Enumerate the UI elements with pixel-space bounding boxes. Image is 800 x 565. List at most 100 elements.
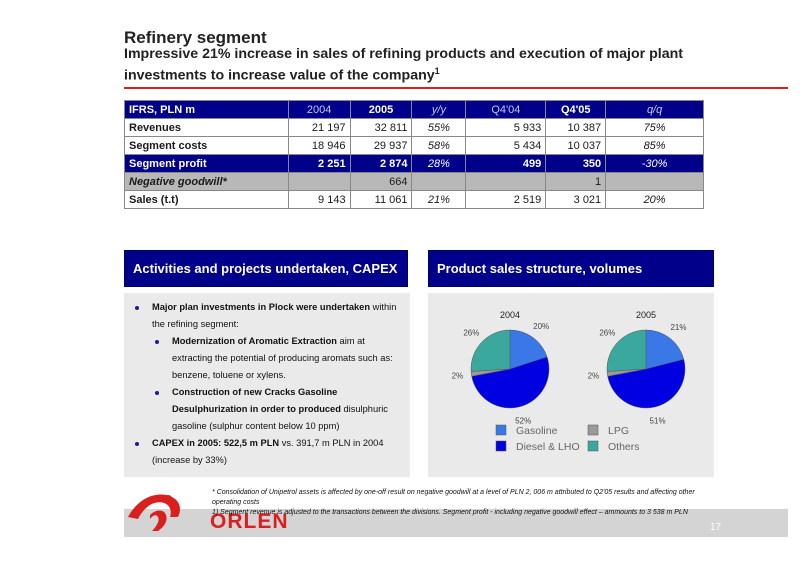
table-header-row: IFRS, PLN m 2004 2005 y/y Q4'04 Q4'05 q/…	[124, 100, 704, 119]
cell-2005: 29 937	[349, 136, 413, 155]
column-header: Q4'05	[545, 100, 607, 119]
cell-qq	[605, 172, 704, 191]
legend-swatch	[587, 440, 599, 452]
item-bold: Construction of new Cracks Gasoline Desu…	[172, 387, 341, 414]
legend-label: LPG	[608, 425, 629, 437]
cell-qq: -30%	[605, 154, 704, 173]
list-item: Major plan investments in Plock were und…	[132, 299, 402, 435]
item-bold: Major plan investments in Plock were und…	[152, 302, 371, 312]
pie-slice-diesel-lho	[607, 358, 686, 409]
item-text: vs. 391,7 m PLN in 2004 (increase by 33%…	[152, 438, 384, 465]
row-label: Sales (t.t)	[124, 190, 289, 209]
cell-2005: 32 811	[349, 118, 413, 137]
cell-q404	[465, 172, 547, 191]
page-subtitle: Impressive 21% increase in sales of refi…	[124, 46, 724, 85]
table-row: Segment costs 18 946 29 937 58% 5 434 10…	[124, 136, 704, 155]
legend-label: Others	[608, 441, 640, 453]
cell-q404: 2 519	[465, 190, 547, 209]
pie-chart-panel: 2004 20% 52% 2% 26% 2005 21% 51% 2% 26% Gasoline LP…	[428, 293, 714, 477]
cell-q404: 499	[465, 154, 547, 173]
cell-q405: 10 387	[545, 118, 607, 137]
footnote-one: 1) Segment revenue is adjusted to the tr…	[212, 509, 688, 516]
pie-data-label: 20%	[533, 322, 549, 331]
pie-data-label: 2%	[588, 372, 600, 381]
cell-2005: 2 874	[349, 154, 413, 173]
cell-yy: 21%	[411, 190, 467, 209]
item-bold: Modernization of Aromatic Extraction	[172, 336, 337, 346]
item-text: within the refining segment:	[152, 302, 397, 329]
orlen-logo-icon	[128, 494, 180, 531]
orlen-logo-text: ORLEN	[210, 510, 289, 533]
table-row-segment-profit: Segment profit 2 251 2 874 28% 499 350 -…	[124, 154, 704, 173]
pie-slice-diesel-lho	[471, 356, 550, 409]
cell-qq: 20%	[605, 190, 704, 209]
products-heading: Product sales structure, volumes	[428, 250, 714, 287]
cell-q405: 350	[545, 154, 607, 173]
cell-2005: 11 061	[349, 190, 413, 209]
column-header: q/q	[605, 100, 704, 119]
pie-charts: 2004 20% 52% 2% 26% 2005 21% 51% 2% 26% Gasoline LP…	[452, 310, 687, 453]
list-item: CAPEX in 2005: 522,5 m PLN vs. 391,7 m P…	[132, 435, 402, 469]
cell-q405: 3 021	[545, 190, 607, 209]
table-row-negative-goodwill: Negative goodwill* 664 1	[124, 172, 704, 191]
pie-title: 2004	[500, 310, 520, 320]
legend-label: Gasoline	[516, 425, 558, 437]
footer-band	[124, 509, 788, 537]
column-header: 2004	[287, 100, 351, 119]
cell-2004: 2 251	[287, 154, 351, 173]
cell-q404: 5 434	[465, 136, 547, 155]
pie-slice-gasoline	[509, 329, 548, 370]
legend-swatch	[495, 440, 507, 452]
pie-data-label: 21%	[670, 323, 686, 332]
cell-2004: 9 143	[287, 190, 351, 209]
item-bold: CAPEX in 2005: 522,5 m PLN	[152, 438, 280, 448]
column-header: 2005	[349, 100, 413, 119]
column-header: IFRS, PLN m	[124, 100, 289, 119]
legend-swatch	[587, 424, 599, 436]
financial-table: IFRS, PLN m 2004 2005 y/y Q4'04 Q4'05 q/…	[124, 100, 704, 209]
cell-2005: 664	[349, 172, 413, 191]
pie-data-label: 26%	[463, 329, 479, 338]
column-header: y/y	[411, 100, 467, 119]
activities-panel: Major plan investments in Plock were und…	[124, 293, 410, 477]
cell-yy: 55%	[411, 118, 467, 137]
title-divider	[124, 87, 788, 89]
pie-slice-gasoline	[645, 329, 685, 370]
cell-yy: 28%	[411, 154, 467, 173]
table-row: Revenues 21 197 32 811 55% 5 933 10 387 …	[124, 118, 704, 137]
column-header: Q4'04	[465, 100, 547, 119]
subtitle-text: Impressive 21% increase in sales of refi…	[124, 46, 683, 84]
pie-title: 2005	[636, 310, 656, 320]
page-number: 17	[710, 522, 722, 533]
cell-yy	[411, 172, 467, 191]
item-text: aim at extracting the potential of produ…	[172, 336, 393, 380]
sub-list-item: Modernization of Aromatic Extraction aim…	[152, 333, 402, 384]
cell-2004: 21 197	[287, 118, 351, 137]
row-label: Segment profit	[124, 154, 289, 173]
legend-swatch	[495, 424, 507, 436]
cell-qq: 75%	[605, 118, 704, 137]
table-row: Sales (t.t) 9 143 11 061 21% 2 519 3 021…	[124, 190, 704, 209]
cell-2004: 18 946	[287, 136, 351, 155]
cell-q405: 10 037	[545, 136, 607, 155]
legend-label: Diesel & LHO	[516, 441, 580, 453]
pie-slice-others	[606, 329, 647, 372]
cell-q405: 1	[545, 172, 607, 191]
row-label: Segment costs	[124, 136, 289, 155]
pie-data-label: 26%	[599, 329, 615, 338]
cell-yy: 58%	[411, 136, 467, 155]
cell-2004	[287, 172, 351, 191]
footnotes: * Consolidation of Unipetrol assets is a…	[212, 488, 712, 518]
row-label: Revenues	[124, 118, 289, 137]
pie-data-label: 2%	[452, 372, 464, 381]
cell-qq: 85%	[605, 136, 704, 155]
pie-slice-others	[470, 329, 511, 372]
subtitle-footnote-mark: 1	[434, 66, 440, 76]
pie-data-label: 51%	[650, 417, 666, 426]
item-text: disulphuric gasoline (sulphur content be…	[172, 404, 388, 431]
cell-q404: 5 933	[465, 118, 547, 137]
pie-data-label: 52%	[515, 416, 531, 425]
activities-heading: Activities and projects undertaken, CAPE…	[124, 250, 408, 287]
page-title: Refinery segment	[124, 28, 267, 47]
row-label: Negative goodwill*	[124, 172, 289, 191]
